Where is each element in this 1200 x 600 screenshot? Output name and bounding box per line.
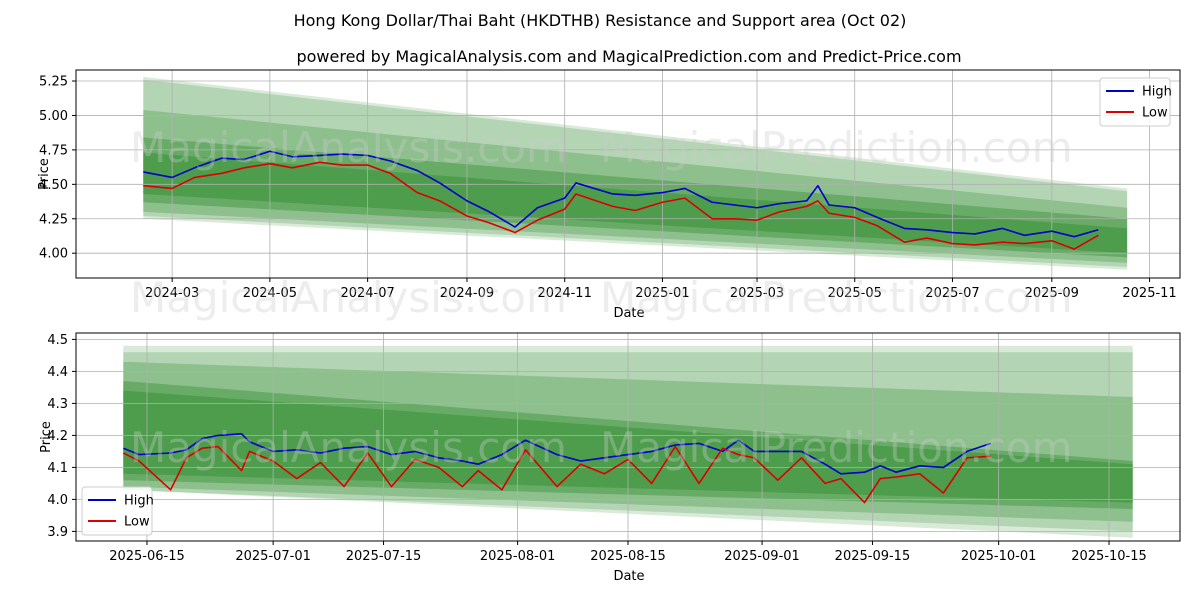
series-lines <box>143 150 1099 250</box>
x-tick-label: 2025-08-15 <box>590 549 666 564</box>
y-axis-label: Price <box>39 421 54 453</box>
legend: High Low <box>81 486 154 536</box>
legend: High Low <box>1099 77 1172 127</box>
x-tick-label: 2025-07 <box>925 286 979 301</box>
x-tick-label: 2025-06-15 <box>109 549 185 564</box>
x-tick-label: 2025-10-01 <box>961 549 1037 564</box>
y-tick-label: 4.0 <box>47 493 68 508</box>
watermark-middle-right: MagicalPrediction.com <box>600 273 1073 322</box>
watermark-bottom-left: MagicalAnalysis.com <box>130 423 567 472</box>
x-tick-label: 2025-10-15 <box>1071 549 1147 564</box>
x-tick-label: 2025-07-15 <box>346 549 422 564</box>
chart-subtitle: powered by MagicalAnalysis.com and Magic… <box>296 47 961 66</box>
support-resistance-bands <box>143 76 1128 270</box>
legend-label-high: High <box>1142 85 1172 100</box>
top-chart-panel: 2024-03 2024-05 2024-07 2024-09 2024-11 2025-… <box>37 69 1181 321</box>
y-tick-label: 4.2 <box>47 429 68 444</box>
legend-label-low: Low <box>124 515 150 530</box>
series-low-line <box>143 161 1099 250</box>
band-layer-0 <box>143 76 1128 270</box>
watermark-top-left: MagicalAnalysis.com <box>130 123 567 172</box>
band-layer-1 <box>143 79 1128 267</box>
y-tick-label: 5.25 <box>39 75 68 90</box>
grid <box>76 70 1180 278</box>
y-tick-label: 4.4 <box>47 365 68 380</box>
watermark-top-right: MagicalPrediction.com <box>600 123 1073 172</box>
watermark-bottom-right: MagicalPrediction.com <box>600 423 1073 472</box>
series-high-line <box>143 150 1099 238</box>
x-axis-label: Date <box>613 306 644 321</box>
x-tick-label: 2025-01 <box>635 286 689 301</box>
y-tick-label: 4.5 <box>47 333 68 348</box>
x-tick-label: 2024-03 <box>145 286 199 301</box>
series-lines <box>122 433 991 504</box>
x-tick-label: 2024-05 <box>243 286 297 301</box>
watermark-middle-left: MagicalAnalysis.com <box>130 273 567 322</box>
watermarks: MagicalAnalysis.com MagicalPrediction.co… <box>130 123 1073 472</box>
series-high-line <box>123 433 991 475</box>
y-tick-label: 4.50 <box>39 178 68 193</box>
bottom-chart-panel: 2025-06-15 2025-07-01 2025-07-15 2025-08-01… <box>39 332 1181 584</box>
x-tick-label: 2025-08-01 <box>480 549 556 564</box>
band-layer-2 <box>143 109 1128 263</box>
x-tick-label: 2025-09-15 <box>835 549 911 564</box>
x-tick-label: 2025-03 <box>730 286 784 301</box>
x-tick-label: 2025-07-01 <box>235 549 311 564</box>
y-tick-label: 5.00 <box>39 109 68 124</box>
x-axis-label: Date <box>613 569 644 584</box>
y-axis-label: Price <box>37 158 52 190</box>
x-tick-label: 2025-11 <box>1122 286 1176 301</box>
x-tick-label: 2024-07 <box>340 286 394 301</box>
legend-label-high: High <box>124 494 154 509</box>
y-tick-label: 4.25 <box>39 212 68 227</box>
series-low-line <box>122 445 991 504</box>
x-tick-label: 2025-05 <box>828 286 882 301</box>
legend-label-low: Low <box>1142 106 1168 121</box>
y-tick-label: 4.3 <box>47 397 68 412</box>
y-tick-label: 4.75 <box>39 143 68 158</box>
x-tick-label: 2025-09-01 <box>724 549 800 564</box>
y-tick-label: 3.9 <box>47 525 68 540</box>
axes-frame <box>75 69 1181 279</box>
y-tick-label: 4.00 <box>39 247 68 262</box>
x-tick-label: 2024-09 <box>440 286 494 301</box>
x-tick-label: 2025-09 <box>1025 286 1079 301</box>
grid <box>76 333 1180 541</box>
x-tick-label: 2024-11 <box>538 286 592 301</box>
y-tick-label: 4.1 <box>47 461 68 476</box>
chart-title: Hong Kong Dollar/Thai Baht (HKDTHB) Resi… <box>294 11 907 30</box>
